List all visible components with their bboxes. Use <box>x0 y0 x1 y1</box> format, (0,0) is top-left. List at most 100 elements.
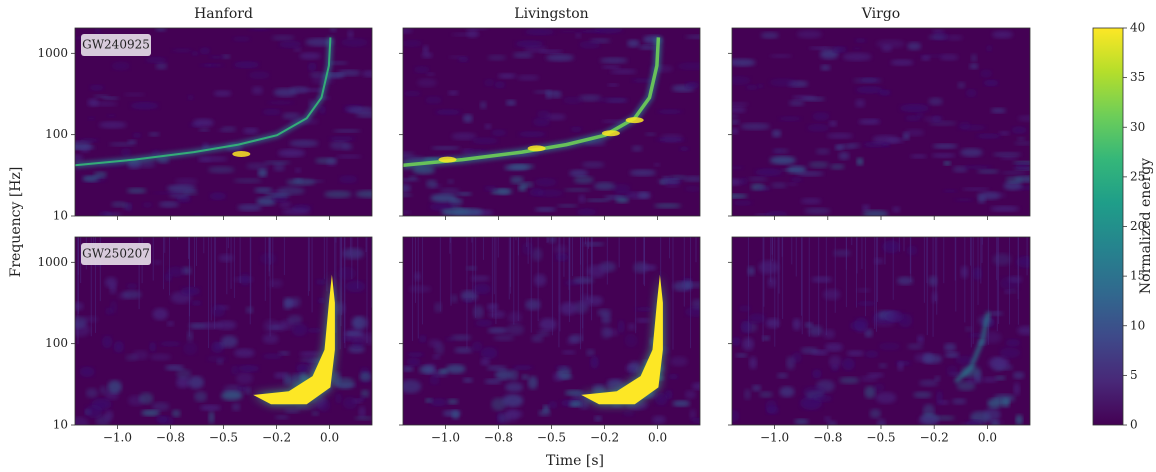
noise <box>108 142 137 147</box>
noise <box>107 380 123 394</box>
event-label-box <box>81 34 151 56</box>
chirp-peak <box>601 130 620 137</box>
noise <box>765 400 777 414</box>
noise <box>599 57 628 64</box>
noise <box>833 46 847 53</box>
noise <box>744 388 751 400</box>
noise <box>151 402 170 411</box>
noise <box>576 208 597 216</box>
noise <box>237 365 260 372</box>
noise <box>653 203 682 209</box>
noise <box>812 112 830 121</box>
noise <box>216 320 237 330</box>
noise <box>812 369 822 379</box>
noise <box>890 59 914 66</box>
x-tick-label: 0.0 <box>978 431 997 445</box>
noise <box>75 302 84 311</box>
noise <box>1008 276 1023 283</box>
noise <box>148 132 160 137</box>
noise <box>767 276 776 288</box>
column-title: Hanford <box>194 6 253 22</box>
noise <box>232 36 251 42</box>
noise <box>534 207 557 212</box>
noise <box>983 408 1001 422</box>
noise <box>505 409 519 423</box>
noise <box>159 341 182 347</box>
noise <box>965 88 977 98</box>
noise <box>581 161 605 168</box>
noise <box>289 139 319 147</box>
noise <box>171 409 181 418</box>
noise <box>521 374 529 380</box>
noise <box>507 311 523 324</box>
y-tick-label: 10 <box>53 418 68 432</box>
noise <box>778 116 802 122</box>
noise <box>329 140 350 150</box>
noise <box>91 101 118 107</box>
noise <box>450 294 458 303</box>
spectrogram-panel <box>75 28 372 216</box>
noise <box>545 113 566 121</box>
noise <box>537 329 550 337</box>
noise <box>273 321 287 332</box>
noise <box>955 355 974 365</box>
noise <box>516 74 540 81</box>
noise <box>75 141 93 150</box>
noise <box>336 154 362 159</box>
noise <box>479 101 487 110</box>
noise <box>344 331 363 336</box>
noise <box>690 417 700 424</box>
noise <box>823 289 841 300</box>
spectrogram-panel <box>732 237 1030 425</box>
x-tick-label: −0.8 <box>813 431 842 445</box>
noise <box>435 109 461 115</box>
noise <box>808 325 823 337</box>
noise <box>1013 382 1021 396</box>
noise <box>153 259 162 265</box>
noise <box>199 47 211 55</box>
noise <box>641 264 657 271</box>
noise <box>360 333 372 345</box>
noise <box>145 56 167 64</box>
noise <box>943 189 957 193</box>
noise <box>206 355 227 363</box>
noise <box>480 347 498 360</box>
noise <box>657 178 681 184</box>
noise <box>264 192 291 198</box>
noise <box>312 395 327 409</box>
noise <box>174 177 198 186</box>
noise <box>347 29 354 39</box>
noise <box>152 307 169 321</box>
noise <box>785 356 796 370</box>
noise <box>453 207 484 216</box>
noise <box>505 99 517 106</box>
noise <box>93 94 110 99</box>
noise <box>838 152 850 160</box>
noise <box>421 52 433 59</box>
noise <box>578 29 604 34</box>
chirp-peak <box>625 117 644 124</box>
noise <box>631 78 655 83</box>
noise <box>878 89 891 96</box>
noise <box>512 52 534 59</box>
noise <box>986 45 993 52</box>
noise <box>403 183 412 193</box>
noise <box>969 333 984 338</box>
noise <box>824 342 843 352</box>
noise <box>691 382 700 390</box>
x-tick-label: 0.0 <box>648 431 667 445</box>
noise <box>502 394 524 408</box>
noise <box>533 273 547 287</box>
noise <box>617 320 625 334</box>
noise <box>600 326 612 339</box>
noise <box>999 347 1021 359</box>
noise <box>190 300 202 306</box>
noise <box>1017 325 1030 336</box>
noise <box>428 338 441 348</box>
noise <box>610 68 637 75</box>
noise <box>1014 140 1030 146</box>
noise <box>186 330 194 342</box>
noise <box>864 385 876 399</box>
noise <box>655 392 668 406</box>
